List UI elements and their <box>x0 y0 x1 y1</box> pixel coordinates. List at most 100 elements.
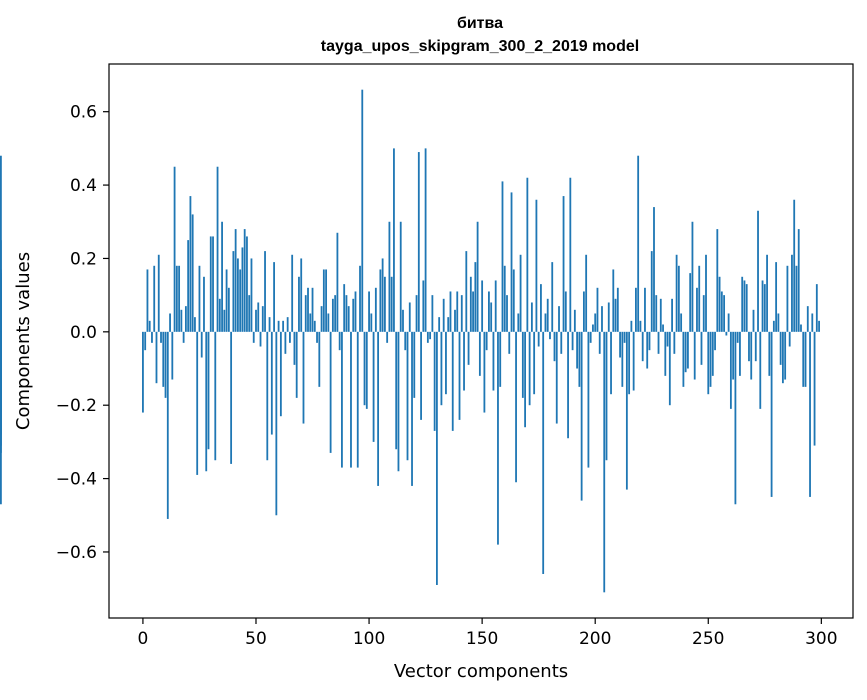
bar <box>714 331 716 351</box>
bar <box>490 302 493 332</box>
bar <box>497 331 499 545</box>
bar <box>655 295 658 332</box>
bar <box>372 331 375 442</box>
bar <box>567 331 569 439</box>
bar <box>603 331 606 593</box>
bar <box>467 331 470 365</box>
y-tick-label: 0.4 <box>70 176 97 196</box>
bar <box>329 331 332 453</box>
bar <box>184 306 187 332</box>
bar <box>246 236 248 332</box>
bar <box>786 265 789 332</box>
bar <box>216 166 219 332</box>
bar <box>689 273 692 332</box>
bar <box>492 331 495 391</box>
bar <box>225 269 228 332</box>
bar <box>766 254 768 332</box>
bar <box>345 295 348 332</box>
plot-frame <box>108 63 854 619</box>
bar <box>284 331 287 354</box>
bar <box>793 199 796 332</box>
bar <box>594 313 597 332</box>
bar <box>449 291 452 332</box>
bar <box>377 331 380 486</box>
y-tick-label: −0.2 <box>56 396 97 416</box>
bar <box>621 331 624 387</box>
bar <box>576 331 579 369</box>
bar <box>759 331 762 409</box>
bar <box>248 295 251 332</box>
bar <box>454 309 456 332</box>
bar <box>788 331 791 347</box>
bar <box>770 331 773 497</box>
bar <box>142 331 144 413</box>
bar <box>433 331 436 431</box>
bar <box>316 331 318 343</box>
bar <box>519 254 522 332</box>
bar <box>797 229 800 332</box>
bar <box>526 177 529 332</box>
bar <box>460 295 463 332</box>
bar <box>558 306 560 332</box>
bar <box>691 221 694 332</box>
bar <box>309 313 312 332</box>
bar <box>347 306 350 332</box>
bar <box>512 269 515 332</box>
bar <box>483 331 486 413</box>
bar <box>675 254 678 332</box>
bar <box>542 331 545 574</box>
bar <box>662 324 664 332</box>
bar <box>350 331 352 468</box>
bar <box>580 331 583 501</box>
bar <box>729 331 732 409</box>
bar <box>207 331 210 450</box>
bar <box>684 331 687 373</box>
bar <box>198 265 201 332</box>
bar <box>677 265 680 332</box>
bar <box>164 331 167 398</box>
bar <box>795 265 798 332</box>
bar <box>166 331 169 519</box>
bar <box>488 291 490 332</box>
bar <box>813 331 816 446</box>
bar <box>750 331 753 380</box>
bar <box>560 331 563 354</box>
bar <box>743 280 746 332</box>
bar <box>564 291 567 332</box>
bar <box>625 331 628 490</box>
bar <box>273 262 275 332</box>
bar <box>748 331 750 362</box>
bar <box>298 276 300 332</box>
bar <box>162 331 165 387</box>
y-axis-label: Components values <box>13 252 34 430</box>
bar <box>438 317 441 332</box>
bar <box>815 284 818 332</box>
bar <box>806 306 809 332</box>
bar <box>720 291 723 332</box>
bar <box>693 331 696 380</box>
bar <box>363 331 366 406</box>
bar <box>632 331 635 391</box>
bar <box>257 302 260 332</box>
bar <box>275 331 278 516</box>
bar <box>465 251 468 332</box>
bar <box>307 287 309 332</box>
bar <box>508 331 511 354</box>
bar <box>650 251 653 332</box>
bar <box>234 229 237 332</box>
bar <box>155 331 158 384</box>
bars <box>0 89 820 593</box>
bar <box>359 265 361 332</box>
bar <box>327 313 330 332</box>
bar <box>361 89 364 332</box>
bar <box>368 291 370 332</box>
bar <box>725 331 728 336</box>
bar <box>320 306 323 332</box>
bar <box>587 331 590 468</box>
bar <box>802 331 805 387</box>
bar <box>173 166 176 332</box>
bar <box>243 229 246 332</box>
bar <box>203 276 205 332</box>
bar <box>555 331 558 424</box>
